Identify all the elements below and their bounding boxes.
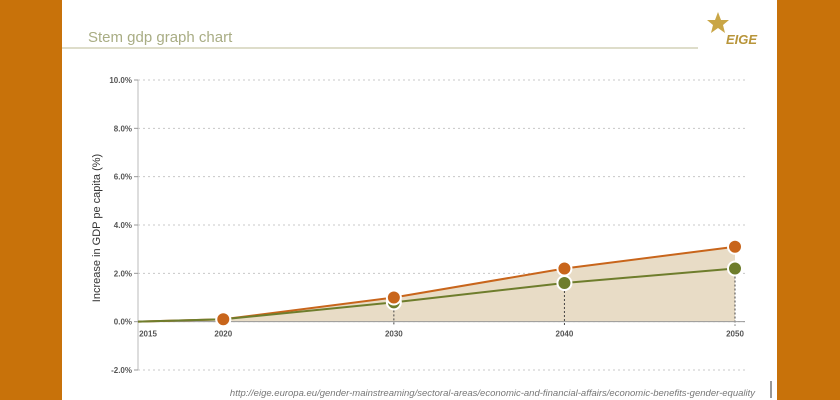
x-tick-label: 2050 [726,330,744,339]
x-tick-label: 2040 [556,330,574,339]
marker [727,260,743,277]
chart-title: Stem gdp graph chart [88,29,233,46]
marker [556,275,573,291]
y-axis-label: Increase in GDP pe capita (%) [91,154,103,302]
y-tick-label: -2.0% [111,366,132,375]
logo-star [707,12,729,33]
y-tick-label: 10.0% [109,76,132,85]
y-tick-label: 6.0% [114,173,132,182]
y-tick-label: 2.0% [114,269,132,278]
marker [556,260,573,277]
area [138,246,735,322]
logo-text: EIGE [726,32,757,47]
x-tick-label: 2030 [385,330,403,339]
x-tick-label: 2015 [139,330,157,339]
source: http://eige.europa.eu/gender-mainstreami… [230,388,756,399]
side-panel [0,0,62,400]
y-tick-label: 4.0% [114,221,132,230]
x-tick-label: 2020 [214,330,232,339]
y-tick-label: 8.0% [114,124,132,133]
marker [727,238,743,255]
marker [215,311,232,328]
y-tick-label: 0.0% [114,318,132,327]
side-panel [777,0,840,400]
marker [385,289,402,306]
